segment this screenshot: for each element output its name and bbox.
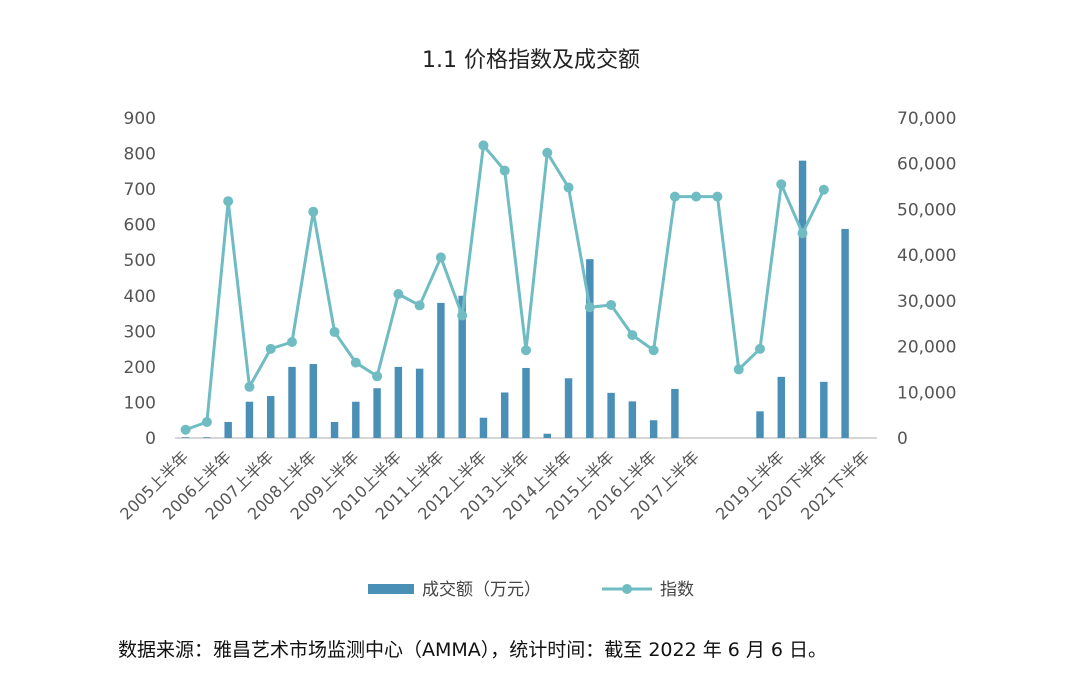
right-tick-label: 70,000 bbox=[897, 109, 956, 129]
bar bbox=[458, 295, 466, 438]
line-point bbox=[627, 330, 638, 341]
line-point bbox=[457, 310, 468, 321]
line-point bbox=[350, 357, 361, 368]
bar bbox=[756, 411, 764, 438]
line-point bbox=[478, 140, 489, 151]
line-point bbox=[393, 289, 404, 299]
bar-series bbox=[181, 160, 849, 438]
line-point bbox=[563, 182, 574, 193]
line-point bbox=[542, 147, 553, 158]
line-point bbox=[818, 184, 829, 195]
right-axis: 70,000 60,000 50,000 40,000 30,000 20,000 10,0… bbox=[897, 109, 956, 449]
left-axis: 900 800 700 600 500 400 300 200 100 0 bbox=[124, 109, 156, 449]
line-point bbox=[584, 302, 595, 313]
line-point bbox=[265, 343, 276, 354]
line-point bbox=[776, 179, 787, 190]
line-series bbox=[180, 140, 829, 435]
bar bbox=[671, 388, 679, 438]
bar bbox=[309, 364, 317, 438]
line-point bbox=[712, 191, 723, 202]
left-tick-label: 600 bbox=[124, 216, 156, 236]
legend: 成交额（万元） 指数 bbox=[368, 580, 694, 600]
bar bbox=[564, 378, 573, 438]
bar bbox=[607, 392, 615, 438]
bar bbox=[288, 366, 296, 438]
bar bbox=[841, 228, 849, 438]
right-tick-label: 50,000 bbox=[897, 200, 956, 220]
bar bbox=[586, 259, 594, 438]
bar bbox=[479, 417, 488, 438]
bar bbox=[373, 388, 381, 438]
legend-line-label: 指数 bbox=[660, 580, 694, 600]
bar bbox=[820, 381, 828, 438]
bar bbox=[181, 437, 190, 438]
line-point bbox=[414, 300, 425, 311]
line-point bbox=[329, 326, 340, 337]
legend-line-marker bbox=[622, 584, 632, 594]
right-tick-label: 40,000 bbox=[897, 246, 956, 266]
bar bbox=[501, 392, 509, 438]
right-tick-label: 20,000 bbox=[897, 338, 956, 358]
line-point bbox=[521, 345, 531, 356]
bar bbox=[267, 396, 275, 438]
line-point bbox=[691, 191, 702, 202]
bar bbox=[522, 367, 530, 438]
legend-bar-swatch bbox=[368, 584, 414, 594]
right-tick-label: 60,000 bbox=[897, 155, 956, 175]
bar bbox=[330, 422, 339, 438]
chart-title: 1.1 价格指数及成交额 bbox=[422, 48, 640, 73]
left-tick-label: 300 bbox=[124, 322, 156, 342]
left-tick-label: 700 bbox=[124, 180, 156, 200]
bar bbox=[352, 401, 360, 438]
bar bbox=[224, 422, 232, 438]
line-point bbox=[180, 424, 191, 435]
line-point bbox=[244, 381, 255, 392]
bar bbox=[543, 433, 551, 438]
line-point bbox=[669, 191, 680, 202]
line-point bbox=[755, 343, 765, 354]
left-tick-label: 800 bbox=[124, 145, 156, 165]
line-point bbox=[201, 417, 212, 427]
bar bbox=[777, 376, 785, 438]
line-point bbox=[435, 252, 446, 263]
right-tick-label: 30,000 bbox=[897, 292, 956, 312]
line-point bbox=[287, 337, 297, 347]
line-point bbox=[308, 206, 319, 217]
line-point bbox=[606, 299, 617, 310]
line-point bbox=[372, 371, 383, 382]
line-point bbox=[733, 364, 744, 375]
line-point bbox=[223, 196, 234, 207]
index-line bbox=[185, 143, 826, 432]
line-point bbox=[648, 345, 659, 356]
right-tick-label: 0 bbox=[897, 429, 908, 449]
legend-bar-label: 成交额（万元） bbox=[422, 580, 541, 600]
bar bbox=[649, 420, 658, 438]
bar bbox=[798, 160, 807, 438]
left-tick-label: 400 bbox=[124, 287, 156, 307]
left-tick-label: 900 bbox=[124, 109, 156, 129]
source-note: 数据来源：雅昌艺术市场监测中心（AMMA），统计时间：截至 2022 年 6 月… bbox=[118, 639, 827, 661]
line-point bbox=[499, 165, 510, 176]
x-axis: 2005上半年2006上半年2007上半年2008上半年2009上半年2010上… bbox=[116, 447, 873, 523]
right-tick-label: 10,000 bbox=[897, 383, 956, 403]
line-point bbox=[797, 228, 808, 239]
bar bbox=[245, 401, 254, 438]
bar bbox=[628, 401, 637, 438]
bar bbox=[394, 366, 403, 438]
left-tick-label: 500 bbox=[124, 251, 156, 271]
left-tick-label: 200 bbox=[124, 358, 156, 378]
left-tick-label: 100 bbox=[124, 393, 156, 413]
left-tick-label: 0 bbox=[145, 429, 156, 449]
bar bbox=[203, 437, 211, 438]
bar bbox=[415, 368, 424, 438]
bar bbox=[437, 302, 445, 438]
